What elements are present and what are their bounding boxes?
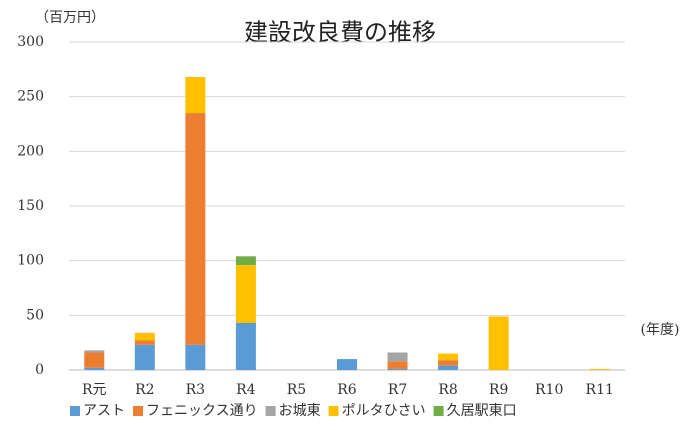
bar-segment bbox=[134, 332, 155, 341]
bar-segment bbox=[185, 113, 206, 345]
bar-segment bbox=[589, 368, 610, 370]
x-tick-label: R7 bbox=[388, 382, 407, 398]
legend-swatch bbox=[265, 406, 276, 416]
bar-segment bbox=[337, 359, 357, 370]
legend-label: フェニックス通り bbox=[146, 403, 258, 419]
x-tick-label: R5 bbox=[287, 382, 306, 398]
x-tick-label: R元 bbox=[82, 382, 107, 398]
x-tick-label: R9 bbox=[489, 382, 508, 398]
y-tick-label: 100 bbox=[17, 253, 44, 269]
legend-swatch bbox=[133, 406, 143, 416]
x-tick-label: R8 bbox=[438, 382, 457, 398]
x-tick-label: R2 bbox=[135, 382, 154, 398]
bar-segment bbox=[84, 350, 105, 353]
bar-segment bbox=[387, 368, 408, 370]
legend-label: アスト bbox=[83, 403, 125, 419]
legend-label: ポルタひさい bbox=[342, 403, 426, 419]
x-tick-label: R3 bbox=[186, 382, 205, 398]
bar-segment bbox=[134, 340, 155, 345]
legend-swatch bbox=[70, 406, 80, 416]
y-tick-label: 150 bbox=[17, 198, 44, 214]
legend-swatch bbox=[328, 406, 339, 416]
y-tick-label: 250 bbox=[17, 89, 44, 105]
bar-segment bbox=[185, 76, 206, 114]
y-tick-label: 0 bbox=[35, 362, 44, 378]
x-axis-label: (年度) bbox=[641, 322, 680, 338]
bar-segment bbox=[438, 365, 459, 370]
legend-swatch bbox=[433, 406, 444, 416]
bar-segment bbox=[235, 322, 256, 370]
bar-segment bbox=[488, 316, 509, 370]
x-tick-label: R10 bbox=[535, 382, 563, 398]
bar-segment bbox=[84, 367, 105, 370]
y-axis-label: （百万円） bbox=[35, 10, 105, 26]
bar-segment bbox=[438, 353, 459, 361]
bar-segment bbox=[84, 352, 105, 368]
bar-segment bbox=[438, 360, 459, 366]
bar-segment bbox=[134, 344, 155, 370]
x-tick-label: R11 bbox=[586, 382, 614, 398]
bar-segment bbox=[387, 352, 408, 362]
bar-segment bbox=[387, 361, 408, 369]
bar-segment bbox=[235, 256, 256, 266]
y-tick-label: 50 bbox=[26, 307, 44, 323]
y-tick-label: 300 bbox=[17, 34, 44, 50]
y-tick-label: 200 bbox=[17, 143, 44, 159]
x-tick-label: R6 bbox=[337, 382, 357, 398]
bar-segment bbox=[235, 265, 256, 323]
x-tick-label: R4 bbox=[236, 382, 256, 398]
legend-label: お城東 bbox=[279, 403, 321, 419]
legend-label: 久居駅東口 bbox=[447, 403, 517, 419]
bar-segment bbox=[185, 344, 206, 370]
